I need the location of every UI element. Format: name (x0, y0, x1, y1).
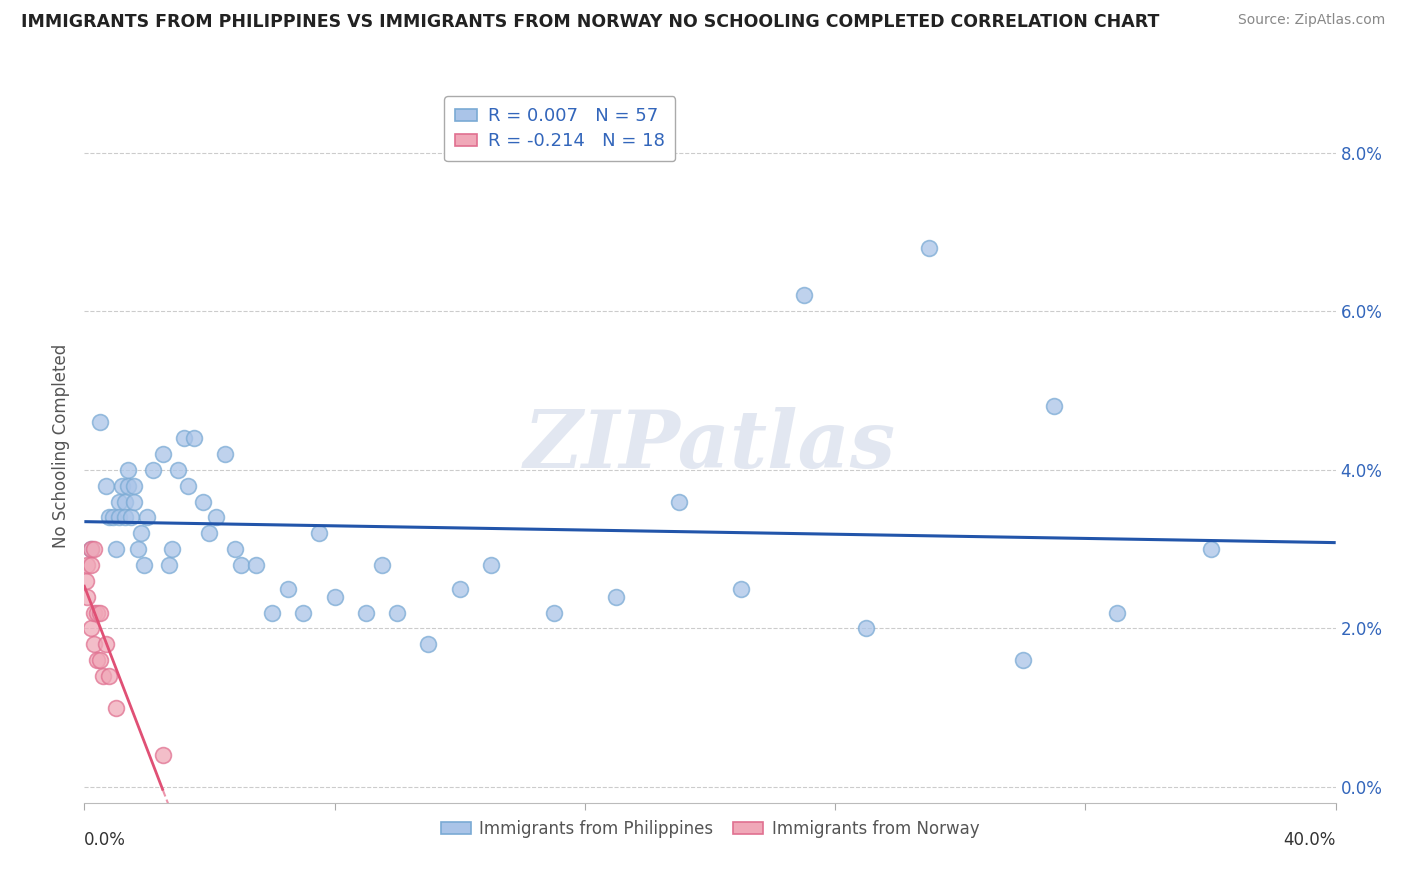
Point (101, 510, 124, 524)
Point (176, 478, 198, 492)
Point (183, 431, 205, 445)
Point (385, 606, 409, 620)
Text: IMMIGRANTS FROM PHILIPPINES VS IMMIGRANTS FROM NORWAY NO SCHOOLING COMPLETED COR: IMMIGRANTS FROM PHILIPPINES VS IMMIGRANT… (21, 13, 1160, 31)
Text: 40.0%: 40.0% (1284, 831, 1336, 849)
Point (308, 526, 330, 541)
Point (132, 558, 155, 572)
Point (89, 653, 111, 667)
Legend: Immigrants from Philippines, Immigrants from Norway: Immigrants from Philippines, Immigrants … (434, 814, 986, 845)
Point (86, 606, 108, 620)
Point (370, 558, 392, 572)
Point (157, 558, 180, 572)
Point (76, 590, 98, 604)
Point (1105, 606, 1128, 620)
Point (124, 478, 146, 492)
Point (75, 574, 97, 588)
Text: Source: ZipAtlas.com: Source: ZipAtlas.com (1237, 13, 1385, 28)
Point (136, 510, 159, 524)
Point (111, 478, 134, 492)
Point (793, 288, 815, 302)
Point (98, 669, 121, 683)
Point (96, 478, 118, 492)
Point (160, 542, 183, 557)
Point (96, 637, 118, 651)
Text: ZIPatlas: ZIPatlas (524, 408, 896, 484)
Point (1043, 400, 1066, 414)
Point (91, 669, 114, 683)
Point (76, 558, 98, 572)
Point (193, 494, 215, 508)
Point (855, 621, 877, 635)
Point (124, 494, 146, 508)
Point (292, 606, 315, 620)
Point (245, 558, 267, 572)
Point (117, 463, 139, 477)
Point (98, 510, 121, 524)
Point (83, 542, 105, 557)
Point (730, 582, 752, 596)
Point (1012, 653, 1035, 667)
Point (918, 241, 941, 255)
Point (173, 431, 195, 445)
Point (142, 463, 165, 477)
Point (79, 558, 101, 572)
Point (129, 526, 152, 541)
Point (127, 542, 149, 557)
Point (198, 526, 221, 541)
Y-axis label: No Schooling Completed: No Schooling Completed (52, 344, 70, 548)
Point (543, 606, 565, 620)
Point (323, 590, 346, 604)
Point (167, 463, 190, 477)
Point (214, 447, 236, 461)
Point (114, 510, 136, 524)
Point (229, 558, 252, 572)
Point (89, 415, 111, 429)
Point (104, 542, 127, 557)
Point (449, 582, 471, 596)
Point (117, 478, 139, 492)
Point (79, 621, 101, 635)
Point (224, 542, 246, 557)
Point (152, 748, 174, 763)
Point (120, 510, 142, 524)
Point (89, 606, 111, 620)
Point (107, 510, 129, 524)
Point (83, 637, 105, 651)
Point (79, 542, 101, 557)
Point (114, 494, 136, 508)
Point (354, 606, 377, 620)
Point (86, 653, 108, 667)
Point (668, 494, 690, 508)
Point (104, 700, 127, 714)
Point (605, 590, 627, 604)
Point (1199, 542, 1222, 557)
Point (262, 606, 284, 620)
Point (479, 558, 502, 572)
Point (83, 606, 105, 620)
Text: 0.0%: 0.0% (84, 831, 127, 849)
Point (152, 447, 174, 461)
Point (107, 494, 129, 508)
Point (277, 582, 299, 596)
Point (204, 510, 226, 524)
Point (418, 637, 440, 651)
Point (79, 542, 101, 557)
